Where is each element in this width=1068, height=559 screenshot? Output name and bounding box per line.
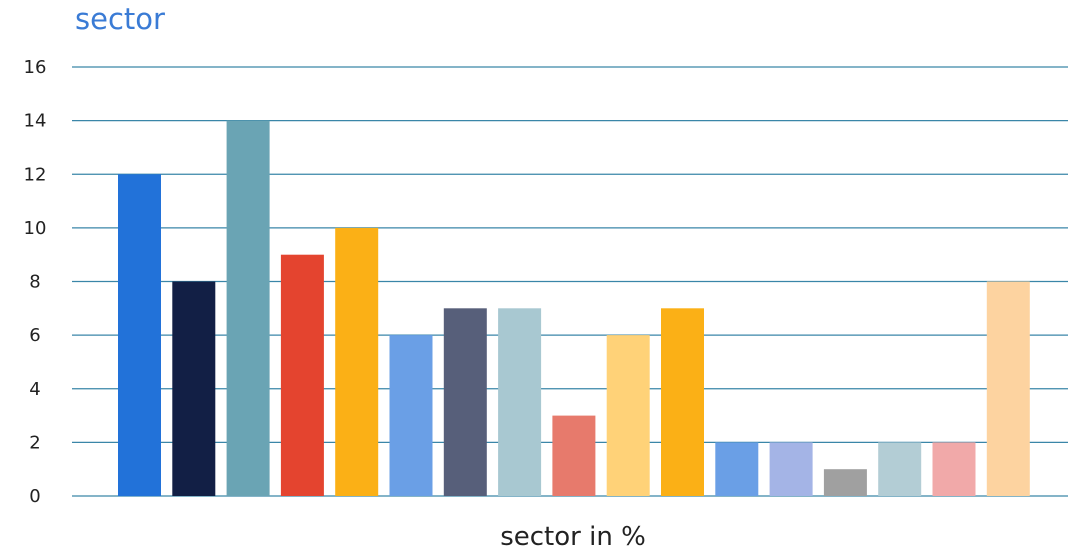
bar bbox=[498, 308, 542, 496]
y-axis-ticks: 0 2 4 6 8 10 12 14 16 bbox=[24, 57, 47, 507]
y-tick-label: 8 bbox=[29, 272, 40, 293]
bars bbox=[118, 120, 1030, 497]
bar bbox=[172, 281, 216, 496]
bar bbox=[606, 335, 650, 496]
chart-title: sector bbox=[75, 2, 165, 36]
bar bbox=[226, 120, 270, 496]
bar bbox=[443, 308, 487, 496]
bar bbox=[335, 227, 379, 496]
bar bbox=[280, 254, 324, 496]
bar bbox=[715, 442, 759, 496]
y-tick-label: 2 bbox=[29, 432, 40, 453]
bar bbox=[552, 415, 596, 496]
bar bbox=[986, 281, 1030, 496]
bar bbox=[769, 442, 813, 496]
bar bbox=[823, 469, 867, 496]
bar bbox=[389, 335, 433, 496]
bar bbox=[932, 442, 976, 496]
y-tick-label: 16 bbox=[24, 57, 47, 78]
y-tick-label: 6 bbox=[29, 325, 40, 346]
x-axis-label: sector in % bbox=[500, 522, 646, 552]
bar bbox=[661, 308, 704, 496]
bar bbox=[118, 174, 161, 497]
y-tick-label: 14 bbox=[24, 111, 47, 132]
y-tick-label: 10 bbox=[24, 218, 47, 239]
y-tick-label: 0 bbox=[29, 486, 40, 507]
bar bbox=[878, 442, 922, 496]
y-tick-label: 4 bbox=[29, 379, 40, 400]
y-tick-label: 12 bbox=[24, 164, 47, 185]
